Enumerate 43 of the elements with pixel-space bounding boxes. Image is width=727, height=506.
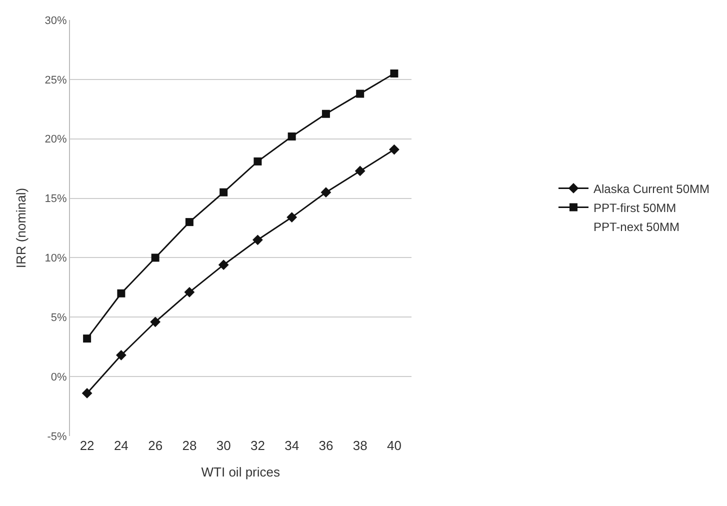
y-tick-label: 25% — [44, 74, 68, 86]
y-axis-title: IRR (nominal) — [14, 188, 29, 268]
point — [354, 166, 366, 176]
point — [322, 110, 330, 118]
x-tick-label: 34 — [284, 438, 300, 453]
legend-label: Alaska Current 50MM — [593, 182, 710, 196]
point — [320, 187, 332, 198]
y-tick-label: -5% — [47, 430, 68, 443]
point — [151, 254, 160, 262]
point — [117, 289, 126, 298]
y-tick-label: 0% — [50, 371, 68, 384]
y-tick-label: 20% — [44, 134, 68, 146]
point — [254, 157, 262, 166]
point — [116, 350, 126, 360]
point — [150, 316, 161, 328]
x-tick-label: 28 — [182, 438, 197, 453]
x-tick-label: 40 — [386, 438, 402, 453]
x-axis-title: WTI oil prices — [201, 464, 281, 480]
legend-label: PPT-first 50MM — [593, 200, 676, 215]
point — [220, 188, 228, 196]
x-tick-label: 38 — [352, 438, 368, 453]
point — [286, 212, 298, 222]
x-tick-label: 30 — [216, 438, 231, 453]
x-tick-label: 22 — [80, 438, 94, 453]
point — [389, 144, 400, 155]
point — [184, 286, 195, 298]
point — [252, 234, 263, 246]
y-tick-label: 15% — [44, 193, 68, 206]
x-tick-label: 26 — [148, 438, 163, 453]
point — [82, 388, 92, 398]
x-tick-label: 32 — [250, 438, 265, 453]
point — [356, 90, 364, 98]
point — [288, 132, 296, 140]
y-tick-label: 10% — [44, 252, 68, 265]
text: PPT-next 50MM — [593, 220, 680, 234]
point — [390, 69, 398, 78]
x-tick-label: 24 — [114, 438, 128, 453]
point — [218, 260, 229, 270]
y-tick-label: 30% — [44, 14, 68, 27]
y-tick-label: 5% — [50, 312, 68, 324]
point — [185, 218, 194, 226]
x-tick-label: 36 — [318, 438, 334, 453]
point — [83, 334, 92, 343]
